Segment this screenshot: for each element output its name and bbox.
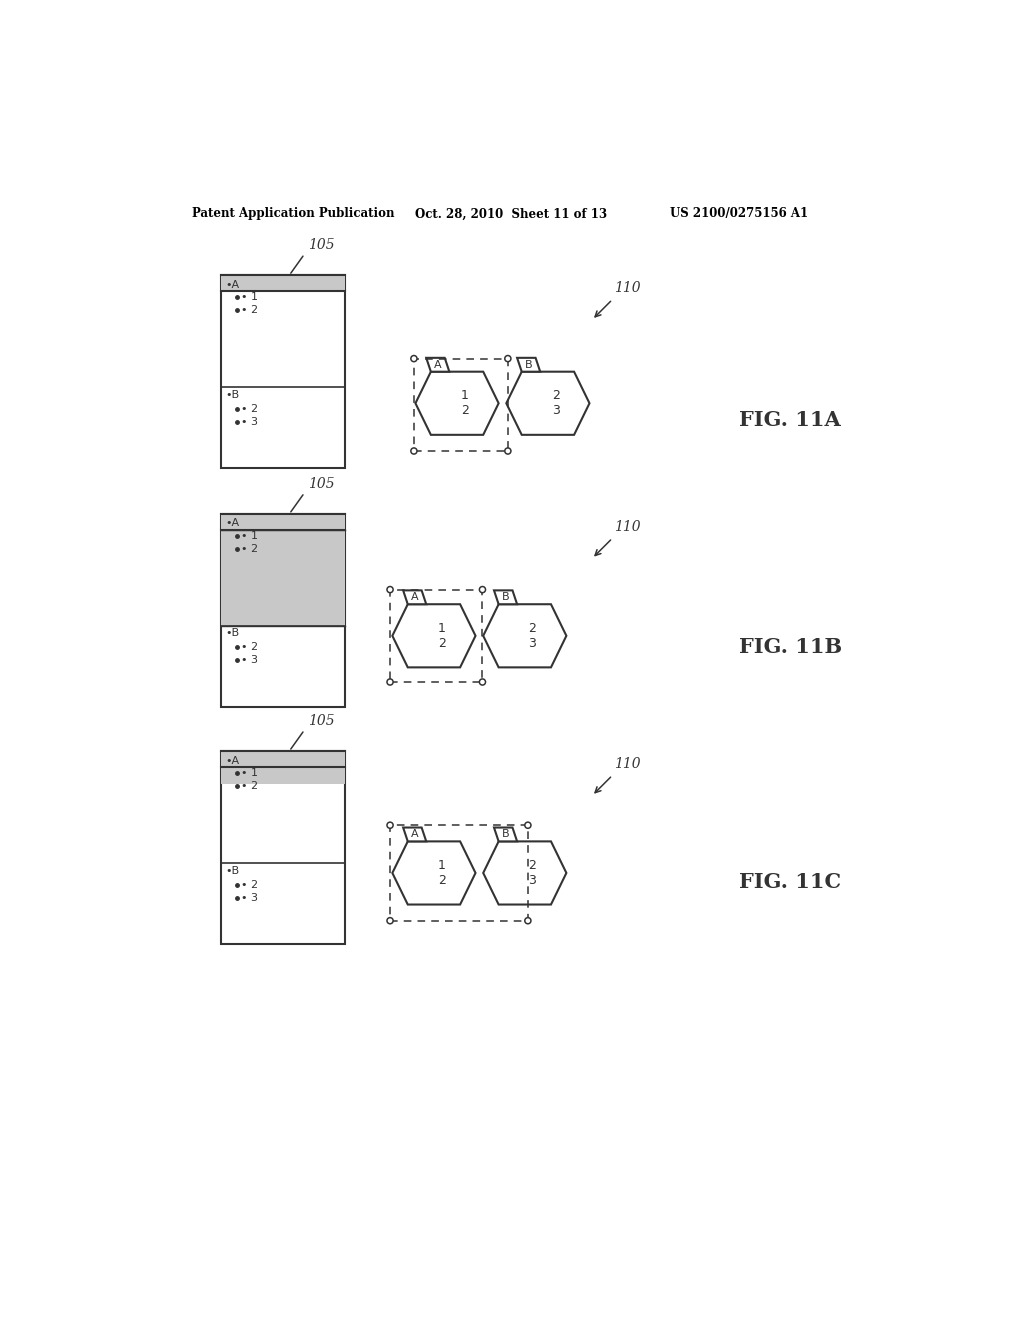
Polygon shape — [416, 372, 499, 434]
Bar — [221, 515, 345, 529]
Polygon shape — [392, 605, 475, 668]
Text: • 1: • 1 — [241, 531, 258, 541]
Text: 110: 110 — [614, 758, 641, 771]
Text: B: B — [502, 829, 509, 840]
Text: Patent Application Publication: Patent Application Publication — [193, 207, 394, 220]
Text: 1
2: 1 2 — [461, 389, 469, 417]
Bar — [221, 276, 345, 469]
Polygon shape — [483, 841, 566, 904]
Circle shape — [411, 355, 417, 362]
Text: •B: •B — [225, 389, 240, 400]
Text: FIG. 11A: FIG. 11A — [739, 411, 841, 430]
Text: 1
2: 1 2 — [437, 859, 445, 887]
Polygon shape — [403, 828, 426, 841]
Circle shape — [524, 917, 531, 924]
Text: 110: 110 — [614, 281, 641, 296]
Bar — [221, 276, 345, 290]
Circle shape — [505, 355, 511, 362]
Text: B: B — [502, 593, 509, 602]
Text: •A: •A — [225, 519, 240, 528]
Circle shape — [479, 678, 485, 685]
Text: • 3: • 3 — [241, 417, 258, 426]
Text: FIG. 11C: FIG. 11C — [739, 873, 841, 892]
Text: • 2: • 2 — [241, 544, 258, 554]
Text: 105: 105 — [308, 714, 335, 729]
Text: •B: •B — [225, 866, 240, 875]
Bar — [414, 359, 508, 451]
Polygon shape — [483, 605, 566, 668]
Polygon shape — [426, 358, 450, 372]
Circle shape — [387, 822, 393, 829]
Text: • 2: • 2 — [241, 781, 258, 791]
Text: FIG. 11B: FIG. 11B — [739, 638, 842, 657]
Bar — [390, 825, 528, 921]
Bar — [221, 767, 345, 784]
Text: •B: •B — [225, 628, 240, 639]
Polygon shape — [506, 372, 590, 434]
Text: • 3: • 3 — [241, 892, 258, 903]
Text: • 2: • 2 — [241, 643, 258, 652]
Text: A: A — [434, 360, 441, 370]
Polygon shape — [517, 358, 541, 372]
Text: A: A — [411, 593, 419, 602]
Circle shape — [387, 917, 393, 924]
Text: • 1: • 1 — [241, 292, 258, 302]
Text: 105: 105 — [308, 477, 335, 491]
Circle shape — [505, 447, 511, 454]
Text: • 2: • 2 — [241, 879, 258, 890]
Text: 1
2: 1 2 — [437, 622, 445, 649]
Bar — [221, 529, 345, 626]
Text: 2
3: 2 3 — [528, 622, 537, 649]
Circle shape — [387, 586, 393, 593]
Polygon shape — [494, 590, 517, 605]
Circle shape — [479, 586, 485, 593]
Circle shape — [411, 447, 417, 454]
Text: • 3: • 3 — [241, 656, 258, 665]
Polygon shape — [494, 828, 517, 841]
Bar — [221, 751, 345, 767]
Bar — [221, 751, 345, 944]
Bar — [390, 590, 482, 682]
Text: A: A — [411, 829, 419, 840]
Text: •A: •A — [225, 280, 240, 289]
Text: 110: 110 — [614, 520, 641, 535]
Text: Oct. 28, 2010  Sheet 11 of 13: Oct. 28, 2010 Sheet 11 of 13 — [416, 207, 607, 220]
Text: • 2: • 2 — [241, 404, 258, 413]
Text: • 1: • 1 — [241, 768, 258, 777]
Text: •A: •A — [225, 755, 240, 766]
Circle shape — [524, 822, 531, 829]
Text: 2
3: 2 3 — [528, 859, 537, 887]
Text: • 2: • 2 — [241, 305, 258, 315]
Circle shape — [387, 678, 393, 685]
Text: B: B — [525, 360, 532, 370]
Text: 105: 105 — [308, 239, 335, 252]
Polygon shape — [403, 590, 426, 605]
Text: US 2100/0275156 A1: US 2100/0275156 A1 — [670, 207, 808, 220]
Polygon shape — [392, 841, 475, 904]
Bar — [221, 515, 345, 706]
Text: 2
3: 2 3 — [552, 389, 559, 417]
